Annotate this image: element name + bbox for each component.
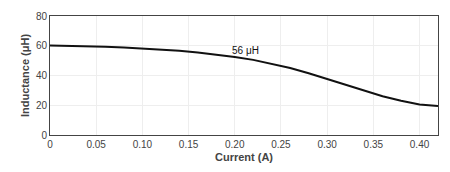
svg-text:0.05: 0.05 xyxy=(86,139,106,150)
svg-text:40: 40 xyxy=(36,70,48,81)
svg-text:0.10: 0.10 xyxy=(133,139,153,150)
svg-text:0.25: 0.25 xyxy=(271,139,291,150)
svg-text:0: 0 xyxy=(41,130,47,141)
svg-text:56 μH: 56 μH xyxy=(232,45,259,56)
svg-text:0.30: 0.30 xyxy=(317,139,337,150)
svg-text:80: 80 xyxy=(36,11,48,22)
svg-text:0.15: 0.15 xyxy=(179,139,199,150)
svg-text:60: 60 xyxy=(36,40,48,51)
svg-text:20: 20 xyxy=(36,100,48,111)
svg-text:Current (A): Current (A) xyxy=(215,151,273,163)
svg-text:0: 0 xyxy=(47,139,53,150)
svg-text:0.35: 0.35 xyxy=(364,139,384,150)
svg-text:Inductance (μH): Inductance (μH) xyxy=(19,34,31,117)
svg-text:0.40: 0.40 xyxy=(410,139,430,150)
svg-text:0.20: 0.20 xyxy=(225,139,245,150)
